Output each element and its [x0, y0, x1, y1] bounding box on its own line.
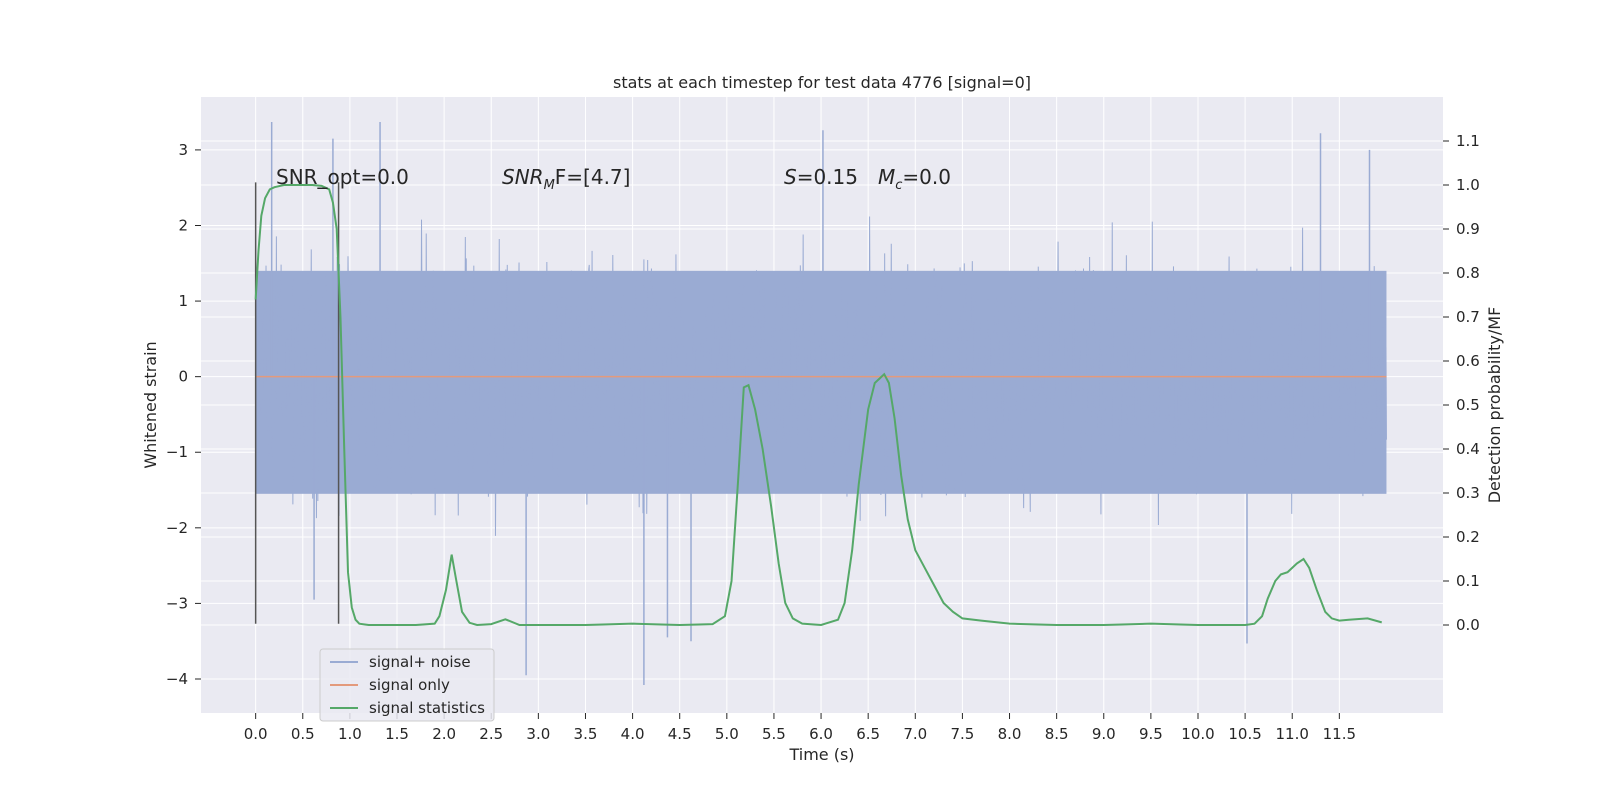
annotation-s: S=0.15 [784, 165, 858, 189]
annotation-s-main: S [784, 165, 797, 189]
legend-box [319, 648, 495, 722]
y-right-tick-label: 1.1 [1456, 132, 1480, 150]
y-axis-right-ticks: 0.0 0.1 0.2 0.3 0.4 0.5 0.6 0.7 0.8 0.9 1.0 1.1 [1443, 132, 1480, 634]
x-tick-label: 6.0 [809, 725, 833, 743]
noise-line [255, 216, 1387, 536]
x-tick-label: 5.0 [715, 725, 739, 743]
chart-title: stats at each timestep for test data 477… [613, 73, 1031, 92]
y-left-tick-label: 1 [178, 292, 188, 310]
legend-label-noise: signal+ noise [369, 653, 471, 671]
x-tick-label: 4.5 [668, 725, 692, 743]
y-right-tick-label: 0.7 [1456, 308, 1480, 326]
annotation-snr-mf: SNRMF=[4.7] [502, 165, 630, 193]
y-axis-left-ticks: −4 −3 −2 −1 0 1 2 3 [166, 141, 201, 688]
y-right-tick-label: 0.0 [1456, 616, 1480, 634]
legend-label-signal-only: signal only [369, 676, 450, 694]
annotation-mc-sub: c [895, 178, 902, 193]
y-right-tick-label: 1.0 [1456, 176, 1480, 194]
x-tick-label: 4.0 [621, 725, 645, 743]
x-tick-label: 0.0 [244, 725, 268, 743]
y-left-tick-label: −3 [166, 594, 188, 612]
y-right-tick-label: 0.6 [1456, 352, 1480, 370]
y-right-tick-label: 0.5 [1456, 396, 1480, 414]
x-tick-label: 0.5 [291, 725, 315, 743]
y-left-tick-label: −2 [166, 519, 188, 537]
y-right-tick-label: 0.2 [1456, 528, 1480, 546]
x-tick-label: 11.5 [1323, 725, 1356, 743]
statistics-line [254, 184, 1383, 627]
statistics-series [254, 184, 1383, 627]
x-tick-label: 3.5 [574, 725, 598, 743]
y-right-tick-label: 0.9 [1456, 220, 1480, 238]
x-tick-label: 7.0 [903, 725, 927, 743]
y-axis-right-label: Detection probability/MF [1485, 307, 1504, 504]
y-left-tick-label: −4 [166, 670, 188, 688]
x-tick-label: 2.0 [432, 725, 456, 743]
x-tick-label: 11.0 [1276, 725, 1309, 743]
annotation-mc: Mc=0.0 [878, 165, 951, 193]
annotation-snr-mf-rest: F=[4.7] [555, 165, 631, 189]
x-tick-label: 10.0 [1181, 725, 1214, 743]
x-tick-label: 7.5 [950, 725, 974, 743]
x-tick-label: 2.5 [479, 725, 503, 743]
x-axis-label: Time (s) [788, 745, 854, 764]
x-tick-label: 9.0 [1092, 725, 1116, 743]
annotation-snr-mf-sub: M [544, 178, 555, 193]
noise-series [255, 121, 1387, 686]
annotation-mc-rest: =0.0 [902, 165, 951, 189]
annotation-snr-opt: SNR_opt=0.0 [276, 165, 409, 189]
x-tick-label: 3.0 [526, 725, 550, 743]
y-right-tick-label: 0.3 [1456, 484, 1480, 502]
y-right-tick-label: 0.8 [1456, 264, 1480, 282]
legend: signal+ noise signal only signal statist… [319, 648, 495, 722]
x-tick-label: 5.5 [762, 725, 786, 743]
y-left-tick-label: 2 [178, 216, 188, 234]
annotation-mc-main: M [878, 165, 895, 189]
x-tick-label: 10.5 [1228, 725, 1261, 743]
x-tick-label: 9.5 [1139, 725, 1163, 743]
x-tick-label: 1.0 [338, 725, 362, 743]
annotation-snr-mf-main: SNR [502, 165, 544, 189]
y-left-tick-label: 0 [178, 368, 188, 386]
x-tick-label: 8.5 [1045, 725, 1069, 743]
legend-label-statistics: signal statistics [369, 699, 485, 717]
y-right-tick-label: 0.4 [1456, 440, 1480, 458]
y-left-tick-label: −1 [166, 443, 188, 461]
y-left-tick-label: 3 [178, 141, 188, 159]
y-right-tick-label: 0.1 [1456, 572, 1480, 590]
x-tick-label: 1.5 [385, 725, 409, 743]
x-axis-ticks: 0.0 0.5 1.0 1.5 2.0 2.5 3.0 3.5 4.0 4.5 5.0 5.5 6.0 6… [244, 713, 1356, 743]
x-tick-label: 8.0 [998, 725, 1022, 743]
annotation-s-rest: =0.15 [797, 165, 858, 189]
x-tick-label: 6.5 [856, 725, 880, 743]
y-axis-left-label: Whitened strain [141, 341, 160, 468]
